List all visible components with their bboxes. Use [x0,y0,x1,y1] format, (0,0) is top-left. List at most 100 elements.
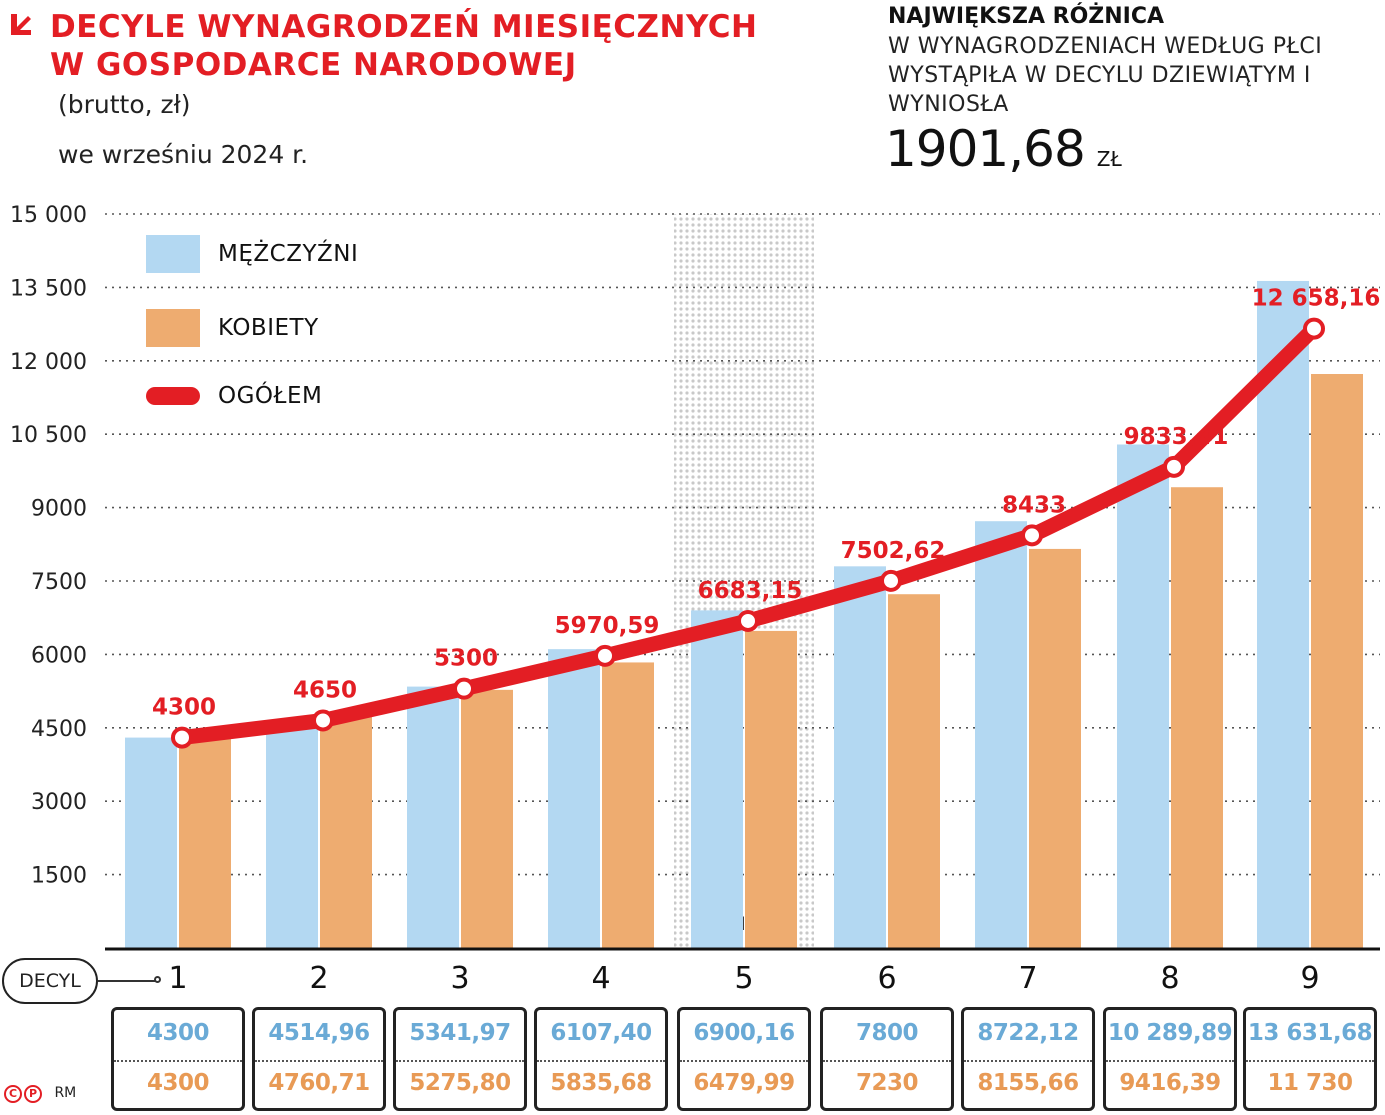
y-tick-label: 7500 [31,570,87,595]
data-label-total: 4300 [152,695,216,721]
point-total [880,569,902,592]
value-box: 4514,96 4760,71 [252,1007,386,1111]
bar-women [1029,548,1081,948]
value-men: 6900,16 [693,1020,795,1046]
bar-men [834,566,886,948]
difference-amount: 1901,68 [885,120,1086,178]
legend-swatch-women [146,309,200,347]
bar-women [1311,374,1363,949]
sound-recording-copyright-icon: P [24,1085,42,1103]
difference-value: 1901,68 ZŁ [885,120,1122,178]
value-box: 10 289,89 9416,39 [1103,1007,1237,1111]
data-label-total: 5300 [434,646,498,672]
legend-label-women: KOBIETY [218,315,319,341]
data-label-total: 12 658,16 [1252,286,1381,312]
y-tick-label: 12 000 [10,350,87,375]
data-label-total: 8433 [1002,492,1066,518]
y-tick-label: 10 500 [10,423,87,448]
bar-women [461,689,513,948]
x-tick-label: 7 [1018,961,1037,996]
value-women: 5275,80 [409,1070,511,1096]
point-total [171,726,193,749]
value-divider [964,1060,1092,1062]
point-total [594,644,616,667]
point-total [1021,524,1043,547]
point-total [1163,455,1185,478]
bar-women [745,630,797,948]
x-tick-label: 2 [309,961,328,996]
point-total [737,609,759,632]
value-men: 4514,96 [268,1020,370,1046]
x-tick-label: 8 [1160,961,1179,996]
value-divider [680,1060,808,1062]
decyl-connector [98,980,156,982]
value-divider [537,1060,665,1062]
y-tick-label: 1500 [31,864,87,889]
value-men: 4300 [146,1020,210,1046]
data-label-total: 9833,41 [1124,424,1229,450]
arrow-down-right-icon [11,14,31,35]
value-women: 7230 [855,1070,919,1096]
value-box: 6900,16 6479,99 [677,1007,811,1111]
value-women: 8155,66 [977,1070,1079,1096]
decyl-label: DECYL [2,958,98,1004]
value-women: 4760,71 [268,1070,370,1096]
bar-men [1117,444,1169,948]
value-women: 6479,99 [693,1070,795,1096]
chart-title-line1: DECYLE WYNAGRODZEŃ MIESIĘCZNYCH [50,9,758,45]
bar-women [179,737,231,948]
x-tick-label: 3 [450,961,469,996]
value-divider [1106,1060,1234,1062]
value-men: 10 289,89 [1107,1020,1233,1046]
y-tick-label: 4500 [31,717,87,742]
bar-women [602,662,654,948]
bar-men [266,727,318,948]
value-divider [114,1060,242,1062]
y-tick-label: 6000 [31,643,87,668]
value-divider [396,1060,524,1062]
data-label-total: 6683,15 [698,578,803,604]
value-box: 6107,40 5835,68 [534,1007,668,1111]
data-label-total: 4650 [293,677,357,703]
value-men: 7800 [855,1020,919,1046]
bar-men [548,649,600,948]
data-label-total: 7502,62 [841,538,946,564]
value-divider [255,1060,383,1062]
bar-women [320,715,372,948]
value-box: 7800 7230 [820,1007,954,1111]
y-tick-label: 3000 [31,790,87,815]
x-tick-label: 4 [591,961,610,996]
value-women: 5835,68 [550,1070,652,1096]
x-tick-label: 5 [734,961,753,996]
copyright-icon: C [4,1085,22,1103]
credits-initials: RM [54,1085,77,1101]
value-men: 5341,97 [409,1020,511,1046]
legend-label-total: OGÓŁEM [218,383,323,409]
bar-men [1257,280,1309,949]
legend-line-total [146,387,200,405]
y-tick-label: 9000 [31,497,87,522]
value-women: 11 730 [1267,1070,1353,1096]
difference-text: W WYNAGRODZENIACH WEDŁUG PŁCI WYSTĄPIŁA … [888,34,1323,117]
value-divider [823,1060,951,1062]
value-divider [1246,1060,1374,1062]
y-tick-label: 15 000 [10,203,87,228]
bar-men [975,521,1027,948]
x-tick-label: 9 [1300,961,1319,996]
difference-heading: NAJWIĘKSZA RÓŻNICA [888,4,1164,29]
value-box: 13 631,68 11 730 [1243,1007,1377,1111]
point-total [453,677,475,700]
value-men: 13 631,68 [1247,1020,1373,1046]
value-men: 6107,40 [550,1020,652,1046]
x-tick-label: 6 [877,961,896,996]
point-total [312,709,334,732]
value-women: 4300 [146,1070,210,1096]
bar-men [691,610,743,948]
value-men: 8722,12 [977,1020,1079,1046]
y-tick-label: 13 500 [10,276,87,301]
chart-title-line2: W GOSPODARCE NARODOWEJ [50,47,577,83]
point-total [1303,317,1325,340]
difference-unit: ZŁ [1096,147,1122,171]
